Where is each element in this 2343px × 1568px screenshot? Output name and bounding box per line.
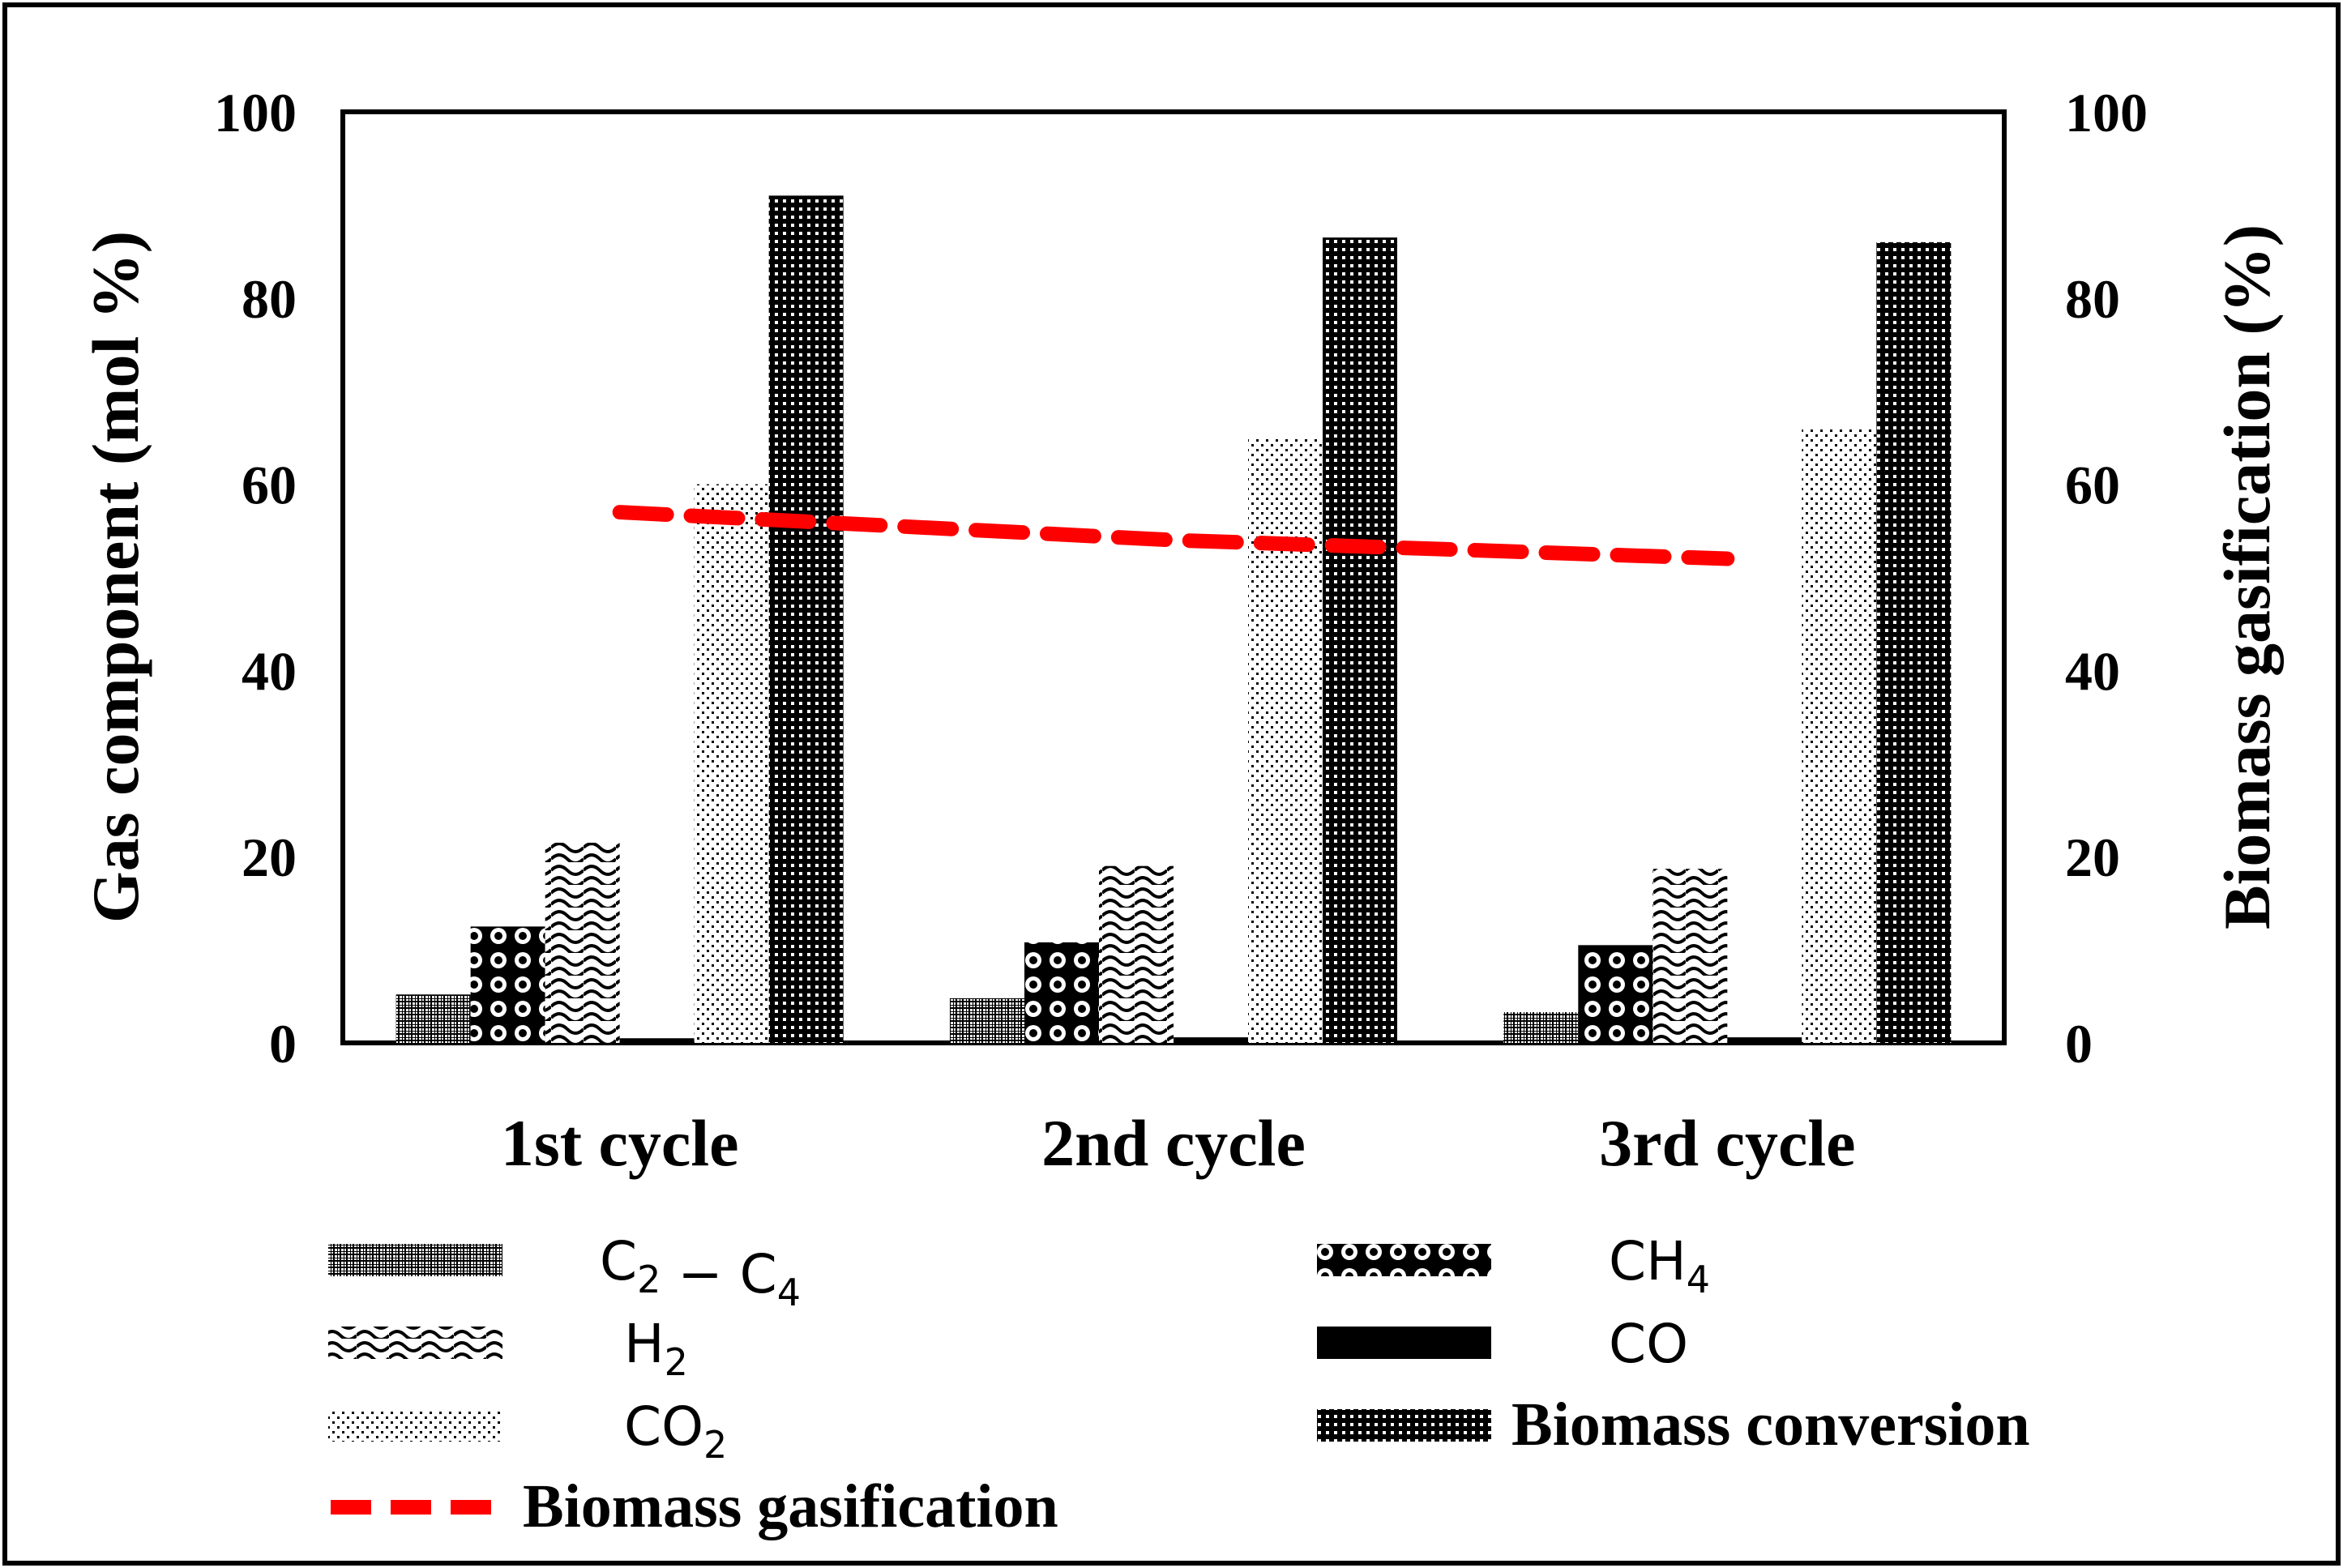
y2-tick-label: 0 bbox=[2065, 1013, 2093, 1075]
bar-h2-3 bbox=[1652, 869, 1728, 1043]
line-layer bbox=[612, 505, 1735, 566]
bar-c2-c4-2 bbox=[950, 998, 1024, 1043]
legend-label: Biomass conversion bbox=[1511, 1391, 2030, 1459]
legend-item-c2-c4: C2 − C4 bbox=[328, 1230, 801, 1314]
bar-ch4-2 bbox=[1024, 942, 1099, 1043]
legend-swatch bbox=[1317, 1409, 1491, 1442]
category-label: 3rd cycle bbox=[1599, 1106, 1855, 1180]
legend-item-h2: H2 bbox=[328, 1313, 688, 1384]
legend-item-ch4: CH4 bbox=[1317, 1230, 1710, 1301]
y-axis-title: Gas component (mol %) bbox=[79, 231, 152, 923]
legend-swatch bbox=[1317, 1244, 1491, 1276]
bar-co-3 bbox=[1727, 1037, 1802, 1043]
bar-h2-1 bbox=[545, 842, 620, 1043]
right-axis-ticks: 0 20 40 60 80 100 bbox=[2065, 82, 2148, 1075]
bar-co2-1 bbox=[694, 484, 769, 1043]
bar-c2-c4-1 bbox=[395, 994, 471, 1043]
left-axis-ticks: 0 20 40 60 80 100 bbox=[214, 82, 297, 1075]
y-tick-label: 80 bbox=[242, 268, 297, 330]
legend-item-biomass-conversion: Biomass conversion bbox=[1317, 1391, 2030, 1459]
legend-item-co: CO bbox=[1317, 1313, 1688, 1375]
bar-co2-2 bbox=[1248, 438, 1323, 1043]
legend-label: Biomass gasification bbox=[523, 1472, 1058, 1540]
line-biomass-gasification bbox=[612, 505, 1735, 566]
y-tick-label: 100 bbox=[214, 82, 297, 143]
legend-label: CO bbox=[1609, 1313, 1688, 1375]
category-label: 2nd cycle bbox=[1041, 1106, 1306, 1180]
y2-tick-label: 60 bbox=[2065, 455, 2120, 516]
legend-item-biomass-gasification: Biomass gasification bbox=[331, 1472, 1058, 1540]
y-tick-label: 20 bbox=[242, 827, 297, 888]
legend-swatch bbox=[328, 1327, 502, 1359]
legend-label: CH4 bbox=[1609, 1230, 1710, 1301]
bar-ch4-1 bbox=[470, 926, 545, 1043]
legend: C2 − C4 CH4 H2 CO CO2 Biomass conversion Bioma… bbox=[328, 1230, 2030, 1540]
y2-tick-label: 100 bbox=[2065, 82, 2148, 143]
bar-biomass-conversion-3 bbox=[1876, 241, 1952, 1043]
bar-h2-2 bbox=[1099, 865, 1174, 1043]
legend-label: CO2 bbox=[624, 1395, 727, 1467]
bar-co2-3 bbox=[1802, 428, 1877, 1043]
category-label: 1st cycle bbox=[501, 1106, 739, 1180]
legend-item-co2: CO2 bbox=[328, 1395, 727, 1467]
legend-swatch bbox=[1317, 1327, 1491, 1359]
legend-swatch bbox=[328, 1244, 502, 1276]
bar-co-1 bbox=[619, 1038, 695, 1043]
bar-ch4-3 bbox=[1578, 945, 1653, 1043]
bar-c2-c4-3 bbox=[1503, 1012, 1579, 1043]
legend-label: H2 bbox=[624, 1313, 688, 1384]
legend-label: C2 − C4 bbox=[600, 1230, 801, 1314]
y2-axis-title: Biomass gasification (%) bbox=[2210, 224, 2284, 929]
y-tick-label: 40 bbox=[242, 640, 297, 702]
category-labels: 1st cycle 2nd cycle 3rd cycle bbox=[501, 1106, 1856, 1180]
bar-biomass-conversion-1 bbox=[768, 195, 844, 1043]
bar-co-2 bbox=[1174, 1037, 1248, 1043]
y2-tick-label: 80 bbox=[2065, 268, 2120, 330]
y2-tick-label: 40 bbox=[2065, 640, 2120, 702]
bar-biomass-conversion-2 bbox=[1323, 237, 1397, 1043]
y-tick-label: 60 bbox=[242, 455, 297, 516]
y2-tick-label: 20 bbox=[2065, 827, 2120, 888]
y-tick-label: 0 bbox=[269, 1013, 297, 1075]
legend-swatch bbox=[328, 1409, 502, 1442]
